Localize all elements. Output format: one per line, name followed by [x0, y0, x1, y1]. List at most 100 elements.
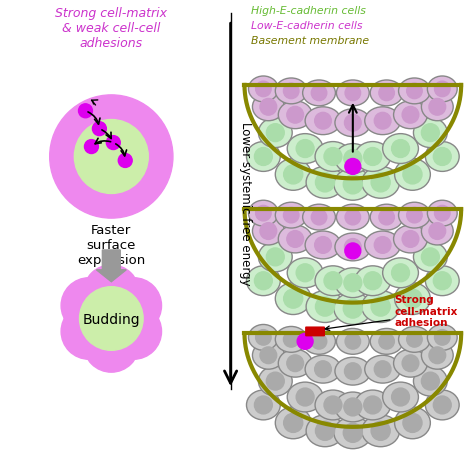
- Circle shape: [402, 231, 419, 247]
- Circle shape: [50, 95, 173, 218]
- Circle shape: [255, 205, 271, 221]
- Circle shape: [316, 421, 335, 440]
- Circle shape: [83, 317, 139, 372]
- Ellipse shape: [275, 78, 307, 104]
- Ellipse shape: [278, 349, 312, 377]
- Circle shape: [296, 388, 314, 406]
- Circle shape: [85, 311, 113, 339]
- Circle shape: [345, 238, 361, 255]
- Ellipse shape: [355, 142, 391, 172]
- Circle shape: [109, 311, 137, 339]
- Ellipse shape: [393, 101, 428, 128]
- Circle shape: [421, 248, 439, 266]
- Ellipse shape: [394, 407, 430, 439]
- Circle shape: [315, 361, 331, 377]
- Ellipse shape: [393, 225, 428, 253]
- Circle shape: [316, 297, 335, 316]
- Circle shape: [433, 396, 451, 414]
- Circle shape: [61, 278, 117, 333]
- Circle shape: [283, 332, 299, 347]
- Ellipse shape: [248, 76, 278, 102]
- Ellipse shape: [362, 291, 400, 322]
- Circle shape: [287, 231, 303, 247]
- Ellipse shape: [365, 107, 401, 135]
- Ellipse shape: [370, 80, 403, 106]
- Circle shape: [402, 355, 419, 372]
- Circle shape: [371, 297, 390, 316]
- Ellipse shape: [253, 93, 284, 121]
- Ellipse shape: [302, 204, 336, 230]
- Ellipse shape: [275, 327, 307, 352]
- Circle shape: [118, 154, 132, 167]
- Ellipse shape: [337, 204, 369, 230]
- Circle shape: [260, 347, 277, 364]
- Ellipse shape: [365, 231, 401, 259]
- Ellipse shape: [315, 142, 351, 172]
- Ellipse shape: [393, 349, 428, 377]
- Ellipse shape: [334, 417, 372, 449]
- Ellipse shape: [383, 258, 419, 288]
- Circle shape: [266, 248, 284, 266]
- Ellipse shape: [335, 392, 371, 422]
- Circle shape: [311, 210, 327, 225]
- Circle shape: [344, 149, 362, 167]
- Ellipse shape: [335, 357, 371, 385]
- Circle shape: [429, 347, 446, 364]
- Ellipse shape: [287, 382, 323, 412]
- Circle shape: [435, 81, 450, 97]
- Circle shape: [364, 147, 382, 165]
- Ellipse shape: [287, 258, 323, 288]
- Circle shape: [283, 289, 303, 308]
- Ellipse shape: [258, 366, 292, 396]
- Circle shape: [260, 99, 277, 115]
- Ellipse shape: [383, 382, 419, 412]
- Circle shape: [374, 361, 391, 377]
- Text: Basement membrane: Basement membrane: [251, 36, 370, 46]
- Circle shape: [343, 299, 362, 318]
- Ellipse shape: [335, 144, 371, 173]
- Text: Strong
cell-matrix
adhesion: Strong cell-matrix adhesion: [394, 295, 458, 328]
- Circle shape: [421, 124, 439, 142]
- Ellipse shape: [278, 101, 312, 128]
- Circle shape: [433, 147, 451, 165]
- Ellipse shape: [305, 356, 341, 383]
- Ellipse shape: [306, 166, 344, 198]
- Circle shape: [266, 372, 284, 390]
- Circle shape: [283, 413, 303, 432]
- Circle shape: [392, 140, 410, 157]
- Circle shape: [407, 208, 422, 223]
- Circle shape: [379, 210, 394, 225]
- Text: Lower systemic free energy: Lower systemic free energy: [238, 122, 252, 286]
- Ellipse shape: [370, 328, 403, 354]
- Ellipse shape: [399, 202, 430, 228]
- Circle shape: [109, 298, 137, 326]
- Ellipse shape: [421, 93, 453, 121]
- Circle shape: [97, 319, 125, 346]
- Ellipse shape: [421, 341, 453, 369]
- Circle shape: [345, 210, 361, 225]
- Circle shape: [283, 83, 299, 99]
- Ellipse shape: [337, 80, 369, 106]
- Ellipse shape: [315, 390, 351, 420]
- Circle shape: [345, 363, 361, 380]
- Circle shape: [266, 124, 284, 142]
- Circle shape: [85, 298, 113, 326]
- Circle shape: [345, 243, 361, 259]
- Ellipse shape: [399, 78, 430, 104]
- Text: Budding: Budding: [82, 313, 140, 328]
- Circle shape: [345, 158, 361, 174]
- Circle shape: [74, 119, 148, 193]
- Circle shape: [92, 122, 106, 136]
- Ellipse shape: [365, 356, 401, 383]
- Circle shape: [343, 175, 362, 194]
- Polygon shape: [248, 333, 457, 423]
- Ellipse shape: [394, 158, 430, 190]
- Circle shape: [255, 329, 271, 345]
- Text: High-E-cadherin cells: High-E-cadherin cells: [251, 7, 366, 17]
- Circle shape: [97, 291, 125, 319]
- Circle shape: [435, 329, 450, 345]
- Circle shape: [311, 334, 327, 349]
- Circle shape: [433, 272, 451, 290]
- Circle shape: [84, 140, 99, 154]
- Circle shape: [311, 85, 327, 100]
